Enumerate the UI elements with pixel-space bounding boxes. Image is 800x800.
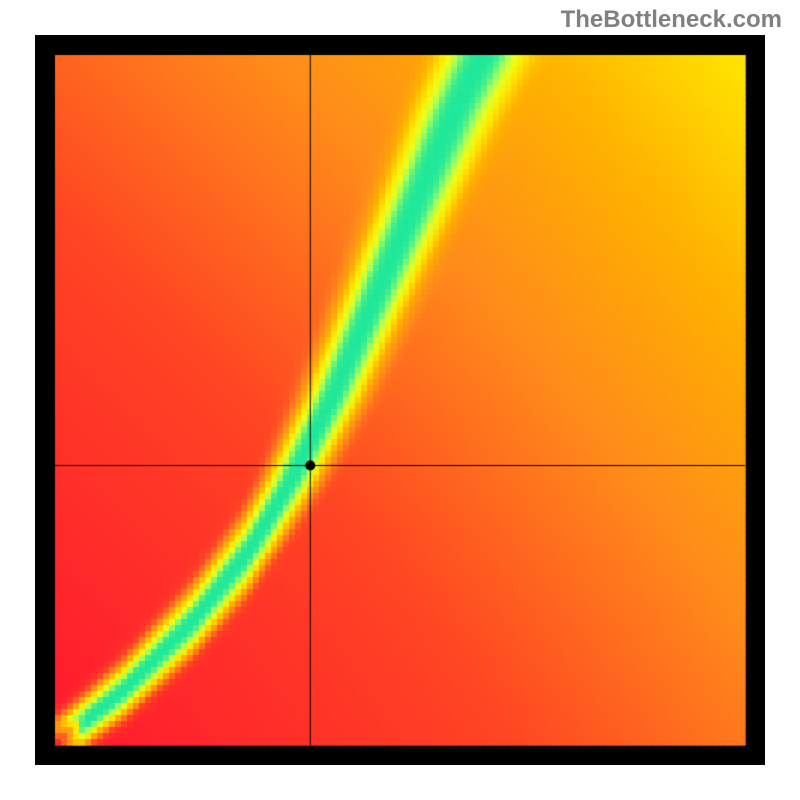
watermark-text: TheBottleneck.com	[561, 6, 782, 34]
heatmap-canvas	[35, 35, 765, 765]
